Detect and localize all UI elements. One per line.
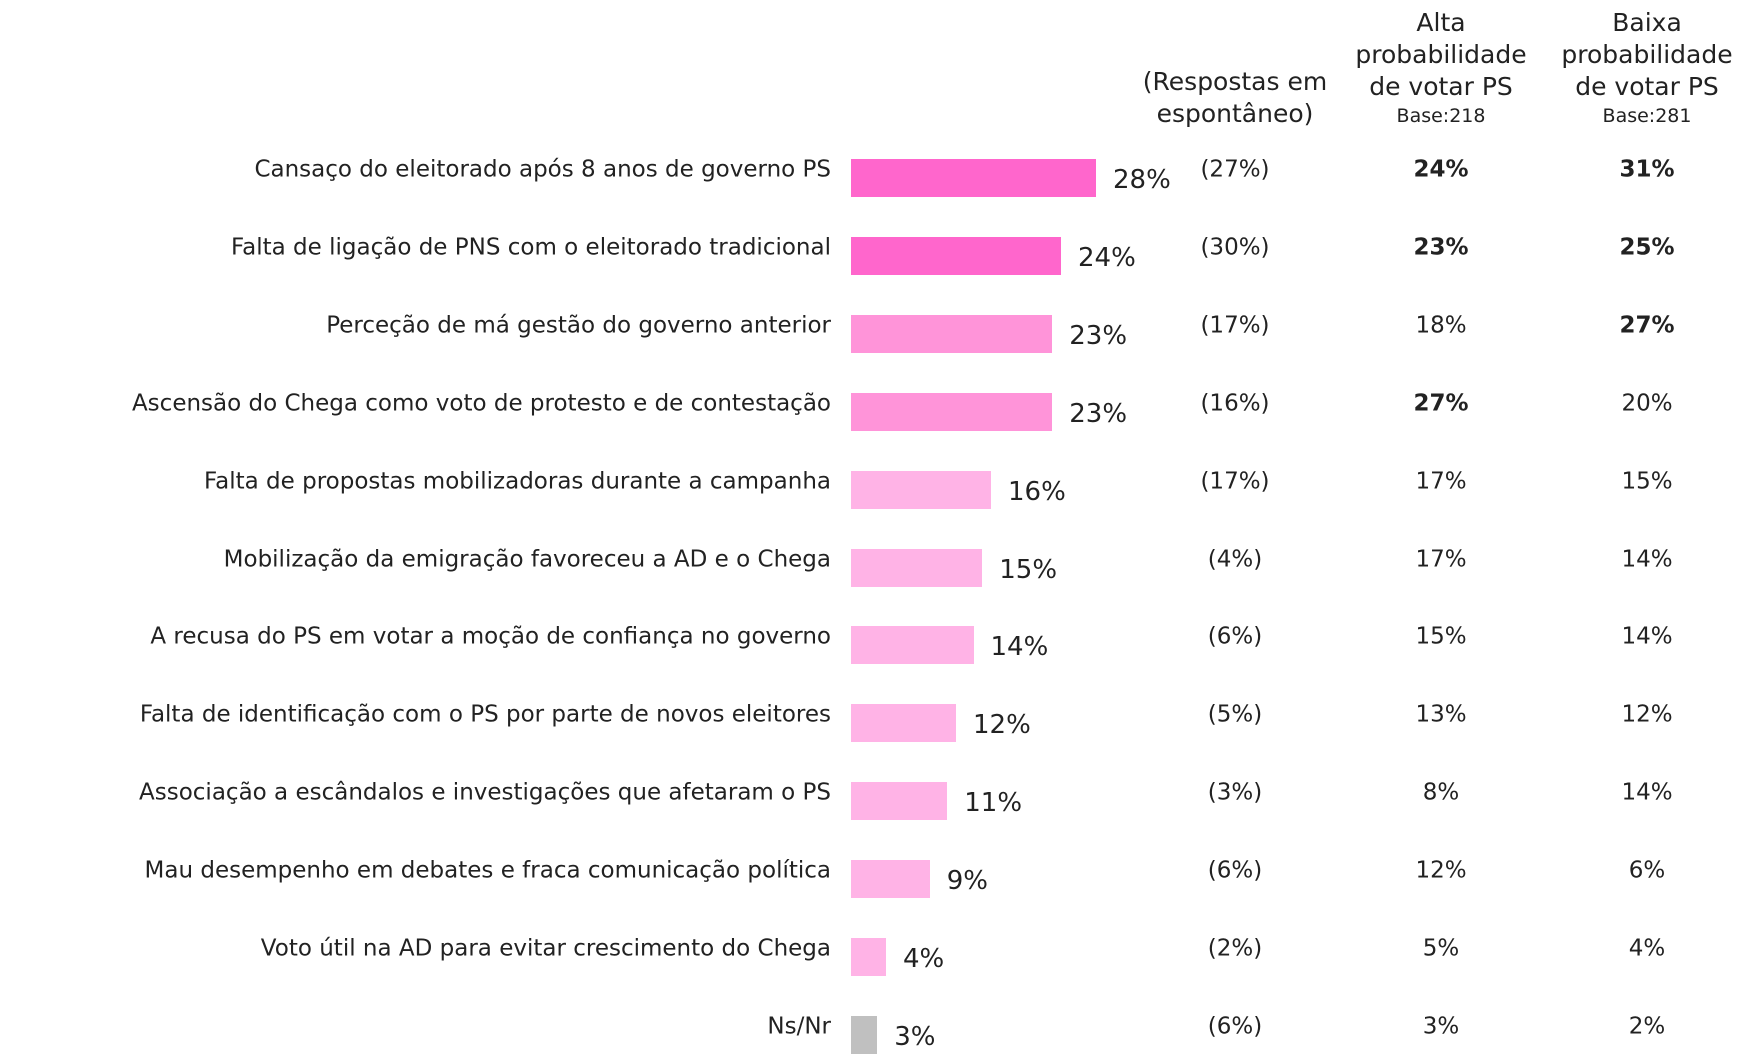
column-header: (Respostas em espontâneo) [1142,67,1328,128]
category-label: Falta de ligação de PNS com o eleitorado… [231,234,831,261]
category-label: Ns/Nr [767,1013,831,1040]
column-value: 14% [1621,546,1673,572]
column-value: 6% [1628,857,1666,884]
category-label: Mau desempenho em debates e fraca comuni… [144,857,831,884]
column-value: (16%) [1200,390,1270,417]
column-value: (17%) [1200,312,1270,339]
column-value: 17% [1415,546,1467,572]
bar [851,159,1096,197]
category-label: Ascensão do Chega como voto de protesto … [131,390,831,417]
column-value: 23% [1413,234,1469,261]
column-value: 14% [1621,623,1673,650]
column-base: Base:281 [1602,105,1692,127]
column-value: 4% [1628,935,1666,962]
column-value: (6%) [1207,857,1263,884]
column-value: (3%) [1207,779,1263,806]
column-value: 25% [1619,234,1675,261]
value-label: 12% [973,710,1031,741]
bar [851,548,983,587]
value-label: 9% [946,866,988,897]
column-value: (4%) [1207,546,1263,572]
column-value: 5% [1422,935,1460,962]
bar [851,704,956,743]
column-value: 31% [1619,156,1675,183]
column-value: 15% [1621,468,1673,495]
category-label: Perceção de má gestão do governo anterio… [326,312,831,339]
value-label: 16% [1008,476,1066,507]
column-value: (27%) [1200,156,1270,183]
value-label: 4% [903,944,945,974]
column-value: 14% [1621,779,1673,806]
bar [851,782,948,821]
bar [851,938,886,976]
value-label: 3% [894,1021,936,1052]
column-value: 15% [1415,623,1467,650]
value-label: 24% [1078,242,1136,273]
category-label: Cansaço do eleitorado após 8 anos de gov… [254,156,831,183]
column-value: 20% [1621,390,1673,417]
category-label: Falta de identificação com o PS por part… [139,701,831,728]
column-value: (6%) [1207,623,1263,650]
column-value: 12% [1415,857,1467,884]
bar [851,314,1053,353]
value-label: 23% [1069,320,1128,351]
column-value: 18% [1415,312,1467,339]
column-value: 27% [1413,390,1469,417]
value-label: 15% [999,554,1058,585]
value-label: 11% [964,788,1023,819]
bar [851,470,991,509]
column-value: 13% [1415,701,1467,728]
column-value: 24% [1413,156,1469,183]
category-label: Falta de propostas mobilizadoras durante… [204,468,831,495]
category-label: Associação a escândalos e investigações … [139,779,831,806]
column-value: 2% [1628,1013,1666,1040]
column-value: (17%) [1200,468,1270,495]
column-value: 3% [1422,1013,1460,1040]
bar [851,860,930,899]
category-label: A recusa do PS em votar a moção de confi… [150,623,831,650]
category-label: Mobilização da emigração favoreceu a AD … [223,546,831,572]
value-label: 14% [990,632,1049,663]
value-label: 28% [1113,165,1171,195]
column-value: (2%) [1207,935,1263,962]
column-value: (6%) [1207,1013,1263,1040]
category-label: Voto útil na AD para evitar crescimento … [260,935,831,962]
column-header: Baixa probabilidade de votar PS [1561,8,1733,101]
column-header: Alta probabilidade de votar PS [1355,8,1527,101]
column-value: (30%) [1200,234,1270,261]
value-label: 23% [1069,398,1128,429]
column-value: 12% [1621,701,1673,728]
bar [851,392,1053,431]
bar [851,1015,878,1054]
bar [851,626,974,665]
column-base: Base:218 [1396,105,1486,127]
column-value: 8% [1422,779,1460,806]
column-value: 17% [1415,468,1467,495]
column-value: (5%) [1207,701,1263,728]
bar [851,236,1061,275]
column-value: 27% [1619,312,1675,339]
